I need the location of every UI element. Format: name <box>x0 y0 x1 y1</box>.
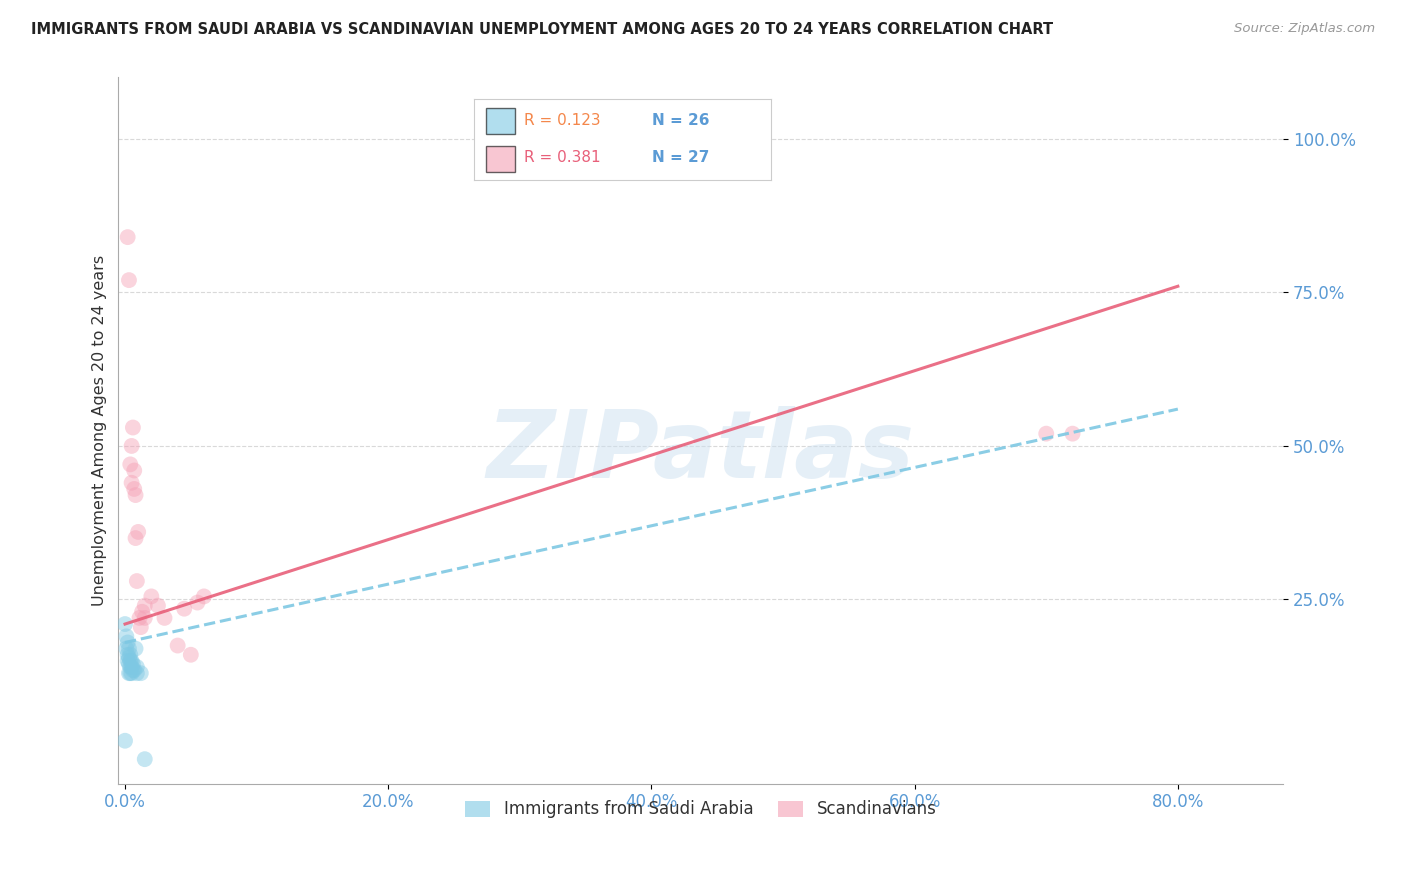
Y-axis label: Unemployment Among Ages 20 to 24 years: Unemployment Among Ages 20 to 24 years <box>93 255 107 607</box>
Point <box>117 230 139 244</box>
Point <box>180 648 202 662</box>
Point <box>129 666 152 681</box>
Point <box>117 648 139 662</box>
Point <box>120 458 142 472</box>
Point <box>114 733 136 747</box>
Point <box>121 660 143 674</box>
Point <box>1035 426 1057 441</box>
Point <box>1062 426 1084 441</box>
Point <box>122 663 145 677</box>
Legend: Immigrants from Saudi Arabia, Scandinavians: Immigrants from Saudi Arabia, Scandinavi… <box>458 794 943 825</box>
Point <box>120 666 142 681</box>
Point <box>153 611 176 625</box>
Point <box>117 654 139 668</box>
Point <box>193 590 215 604</box>
Point <box>134 611 156 625</box>
Point <box>128 611 150 625</box>
Point <box>134 599 156 613</box>
Point <box>134 752 156 766</box>
Point <box>141 590 163 604</box>
Point <box>173 601 195 615</box>
Point <box>121 654 143 668</box>
Point <box>120 660 142 674</box>
Point <box>118 657 141 671</box>
Point <box>121 439 143 453</box>
Point <box>118 650 141 665</box>
Point <box>115 641 138 656</box>
Point <box>122 420 145 434</box>
Point <box>122 482 145 496</box>
Point <box>121 666 143 681</box>
Text: ZIPatlas: ZIPatlas <box>486 406 915 498</box>
Point <box>120 654 142 668</box>
Point <box>127 524 149 539</box>
Point <box>117 635 139 649</box>
Point <box>186 596 208 610</box>
Point <box>124 488 146 502</box>
Point <box>122 463 145 477</box>
Point <box>115 629 138 643</box>
Text: Source: ZipAtlas.com: Source: ZipAtlas.com <box>1234 22 1375 36</box>
Point <box>146 599 169 613</box>
Point <box>118 273 141 287</box>
Point <box>122 663 145 677</box>
Point <box>122 657 145 671</box>
Point <box>129 620 152 634</box>
Point <box>125 666 148 681</box>
Point <box>124 641 146 656</box>
Point <box>166 639 188 653</box>
Point <box>114 617 136 632</box>
Point <box>125 574 148 588</box>
Point <box>131 605 153 619</box>
Point <box>124 531 146 545</box>
Point <box>118 666 141 681</box>
Point <box>121 475 143 490</box>
Point <box>118 641 141 656</box>
Point <box>125 660 148 674</box>
Text: IMMIGRANTS FROM SAUDI ARABIA VS SCANDINAVIAN UNEMPLOYMENT AMONG AGES 20 TO 24 YE: IMMIGRANTS FROM SAUDI ARABIA VS SCANDINA… <box>31 22 1053 37</box>
Point <box>120 648 142 662</box>
